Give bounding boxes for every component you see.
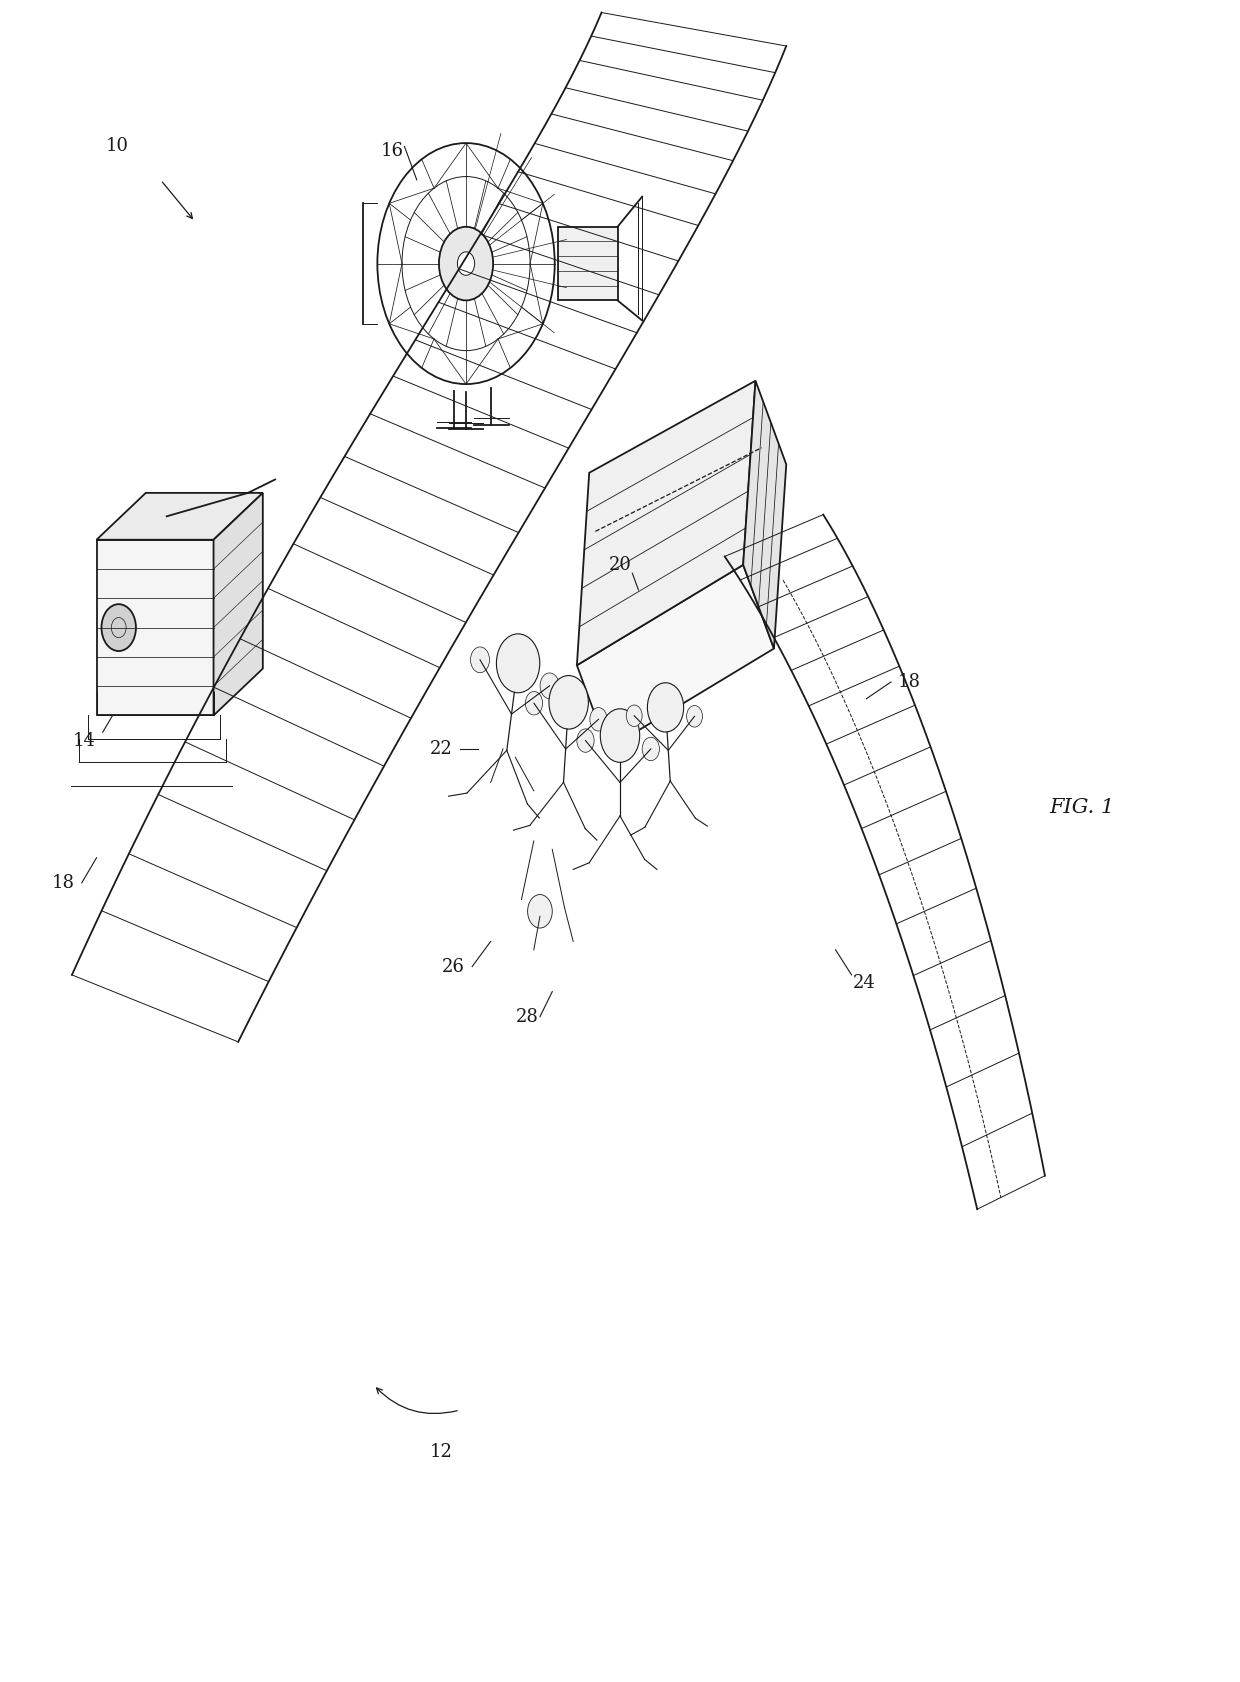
Circle shape: [590, 708, 608, 732]
Circle shape: [528, 895, 552, 928]
Circle shape: [626, 705, 642, 727]
Circle shape: [647, 683, 683, 732]
Circle shape: [541, 673, 559, 698]
Text: 14: 14: [73, 732, 95, 750]
Polygon shape: [97, 493, 263, 540]
Polygon shape: [577, 380, 755, 666]
Circle shape: [600, 708, 640, 762]
Circle shape: [496, 634, 539, 693]
Circle shape: [439, 227, 494, 301]
Bar: [97, 540, 213, 715]
Text: 18: 18: [898, 673, 921, 691]
Polygon shape: [577, 565, 774, 748]
Bar: [558, 227, 618, 301]
Text: 26: 26: [443, 957, 465, 976]
Text: 10: 10: [105, 138, 129, 155]
Circle shape: [526, 691, 543, 715]
Text: 12: 12: [430, 1443, 453, 1462]
Polygon shape: [213, 493, 263, 715]
Text: 18: 18: [52, 875, 74, 891]
Text: FIG. 1: FIG. 1: [1049, 797, 1115, 817]
Circle shape: [577, 728, 594, 752]
Text: 28: 28: [516, 1008, 539, 1026]
Text: 20: 20: [609, 555, 631, 574]
Circle shape: [549, 676, 588, 728]
Text: 22: 22: [430, 740, 453, 759]
Circle shape: [102, 604, 136, 651]
Polygon shape: [743, 380, 786, 649]
Text: 16: 16: [381, 143, 404, 160]
Text: 24: 24: [852, 974, 875, 992]
Circle shape: [458, 252, 475, 276]
Circle shape: [470, 648, 490, 673]
Circle shape: [642, 737, 660, 760]
Circle shape: [687, 705, 702, 727]
